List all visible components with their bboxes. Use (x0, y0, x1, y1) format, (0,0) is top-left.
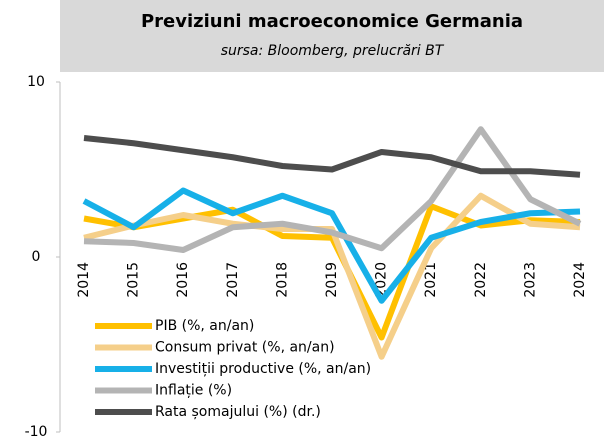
x-tick-label: 2017 (225, 262, 241, 298)
y-tick-label: -10 (25, 424, 48, 438)
legend-label: Inflație (%) (155, 383, 232, 399)
series-line (83, 192, 581, 360)
x-tick-label: 2024 (572, 262, 588, 298)
x-tick-label: 2015 (126, 262, 142, 298)
x-tick-label: 2019 (324, 262, 340, 298)
chart-subtitle: sursa: Bloomberg, prelucrări BT (221, 43, 445, 59)
legend-label: PIB (%, an/an) (155, 318, 254, 334)
x-tick-label: 2018 (274, 262, 290, 298)
title-box (60, 0, 604, 72)
series-line (82, 187, 581, 304)
y-tick-label: 0 (32, 249, 41, 265)
x-tick-label: 2016 (175, 262, 191, 298)
x-tick-label: 2022 (473, 262, 489, 298)
x-tick-label: 2023 (522, 262, 538, 298)
series-line (83, 135, 581, 178)
legend-label: Rata șomajului (%) (dr.) (155, 404, 321, 420)
chart-title: Previziuni macroeconomice Germania (141, 11, 523, 32)
legend-label: Consum privat (%, an/an) (155, 340, 335, 356)
x-tick-label: 2014 (76, 262, 92, 298)
y-tick-label: 10 (27, 74, 45, 90)
legend-label: Investiții productive (%, an/an) (155, 361, 371, 377)
x-tick-label: 2021 (423, 262, 439, 298)
series-line (83, 126, 582, 253)
